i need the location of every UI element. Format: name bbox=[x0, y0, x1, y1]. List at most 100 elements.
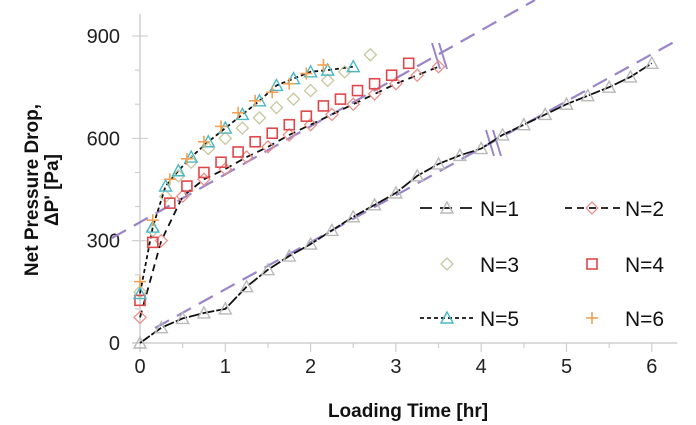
data-series bbox=[132, 47, 659, 349]
diamond-marker bbox=[440, 257, 454, 271]
square-marker bbox=[334, 93, 347, 105]
legend-item-n3: N=3 bbox=[440, 254, 519, 277]
triangle-marker bbox=[388, 185, 404, 199]
square-marker bbox=[351, 84, 364, 97]
triangle-marker bbox=[145, 219, 160, 233]
diamond-marker bbox=[286, 92, 301, 107]
triangle-marker bbox=[269, 78, 284, 92]
diamond-marker bbox=[133, 284, 147, 299]
upper-break-mark bbox=[438, 42, 448, 70]
square-marker bbox=[249, 135, 261, 148]
triangle-marker bbox=[346, 209, 361, 223]
series-n1 bbox=[132, 55, 659, 349]
diamond-marker bbox=[410, 68, 425, 83]
diamond-marker bbox=[320, 73, 335, 88]
x-tick-label: 5 bbox=[561, 356, 572, 378]
triangle-marker bbox=[537, 107, 553, 121]
diamond-marker bbox=[346, 97, 361, 112]
triangle-marker bbox=[175, 310, 190, 325]
triangle-marker bbox=[282, 248, 297, 262]
x-tick-label: 2 bbox=[305, 356, 316, 378]
triangle-marker bbox=[644, 55, 659, 69]
triangle-marker bbox=[303, 236, 318, 250]
square-marker bbox=[164, 197, 176, 209]
legend: N=1 N=2 N=3 N=4 N=5 N=6 bbox=[420, 198, 664, 331]
diamond-marker bbox=[282, 128, 297, 142]
y-tick-label: 300 bbox=[87, 231, 120, 253]
x-tick-label: 4 bbox=[476, 356, 487, 378]
y-axis-title-line1: Net Pressure Drop, bbox=[22, 104, 43, 276]
triangle-marker bbox=[132, 286, 148, 300]
triangle-marker bbox=[452, 147, 468, 162]
triangle-marker bbox=[260, 262, 276, 276]
legend-item-n6: N=6 bbox=[586, 308, 664, 331]
x-tick-label: 1 bbox=[220, 356, 231, 378]
triangle-marker bbox=[346, 59, 361, 73]
series-n2 bbox=[133, 59, 446, 325]
square-marker bbox=[317, 100, 330, 112]
diamond-marker bbox=[325, 107, 339, 122]
y-tick-label: 600 bbox=[87, 128, 120, 150]
x-tick-label: 3 bbox=[390, 356, 401, 378]
x-tick-label: 6 bbox=[646, 356, 657, 378]
triangle-marker bbox=[218, 120, 233, 134]
legend-label: N=5 bbox=[480, 308, 519, 331]
diamond-marker bbox=[133, 310, 147, 325]
triangle-marker bbox=[623, 69, 638, 83]
triangle-marker bbox=[171, 163, 186, 177]
triangle-marker bbox=[154, 320, 169, 334]
x-axis-title: Loading Time [hr] bbox=[328, 401, 488, 422]
legend-label: N=1 bbox=[480, 198, 519, 221]
triangle-marker bbox=[439, 200, 455, 214]
axes: 0 300 600 900 0 1 2 3 4 5 6 bbox=[87, 14, 678, 378]
diamond-marker bbox=[252, 110, 267, 125]
series-n4 bbox=[134, 57, 415, 307]
triangle-marker bbox=[132, 335, 148, 349]
square-marker bbox=[402, 57, 415, 70]
y-axis-title-line2: ΔP' [Pa] bbox=[42, 154, 63, 226]
square-marker bbox=[368, 77, 381, 90]
triangle-marker bbox=[516, 117, 532, 131]
triangle-marker bbox=[184, 149, 199, 163]
upper-break-mark bbox=[431, 42, 441, 70]
diamond-marker bbox=[388, 76, 403, 91]
triangle-marker bbox=[367, 197, 382, 211]
triangle-marker bbox=[235, 107, 250, 121]
square-marker bbox=[283, 118, 296, 131]
legend-label: N=3 bbox=[480, 254, 519, 277]
diamond-marker bbox=[269, 100, 284, 115]
triangle-marker bbox=[196, 305, 212, 319]
triangle-marker bbox=[218, 301, 233, 315]
lower-trend-line bbox=[154, 41, 675, 329]
square-marker bbox=[300, 110, 313, 122]
square-marker bbox=[266, 127, 279, 140]
diamond-marker bbox=[585, 201, 599, 215]
triangle-marker bbox=[474, 141, 489, 155]
diamond-marker bbox=[175, 189, 190, 204]
series-n6 bbox=[134, 59, 330, 288]
triangle-marker bbox=[439, 310, 455, 324]
triangle-marker bbox=[559, 96, 574, 110]
diamond-marker bbox=[235, 121, 250, 136]
square-marker bbox=[134, 294, 146, 307]
triangle-marker bbox=[158, 178, 173, 192]
square-marker bbox=[385, 69, 398, 82]
diamond-marker bbox=[171, 168, 186, 183]
diamond-marker bbox=[218, 131, 233, 146]
legend-item-n2: N=2 bbox=[565, 198, 664, 221]
legend-label: N=4 bbox=[625, 254, 664, 277]
legend-item-n5: N=5 bbox=[420, 308, 519, 331]
triangle-marker bbox=[431, 156, 446, 170]
triangle-marker bbox=[239, 279, 254, 293]
y-tick-label: 0 bbox=[109, 333, 120, 355]
square-marker bbox=[232, 146, 244, 158]
square-marker bbox=[198, 166, 210, 179]
square-marker bbox=[181, 180, 193, 192]
legend-item-n4: N=4 bbox=[586, 254, 664, 277]
triangle-marker bbox=[495, 127, 510, 141]
y-tick-label: 900 bbox=[87, 26, 120, 48]
x-tick-label: 0 bbox=[134, 356, 145, 378]
triangle-marker bbox=[580, 88, 596, 102]
legend-item-n1: N=1 bbox=[420, 198, 519, 221]
diamond-marker bbox=[367, 87, 382, 101]
